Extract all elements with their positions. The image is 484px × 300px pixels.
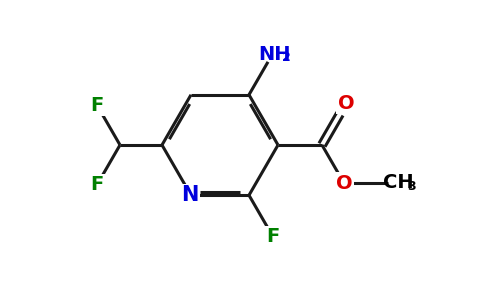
Text: F: F — [91, 96, 104, 115]
Text: F: F — [91, 175, 104, 194]
Text: CH: CH — [383, 172, 413, 192]
Text: 3: 3 — [408, 180, 416, 193]
Text: O: O — [338, 94, 354, 113]
Text: 2: 2 — [282, 51, 290, 64]
Text: N: N — [182, 185, 199, 205]
Text: F: F — [266, 227, 280, 246]
Text: O: O — [336, 174, 352, 193]
Text: NH: NH — [258, 45, 290, 64]
